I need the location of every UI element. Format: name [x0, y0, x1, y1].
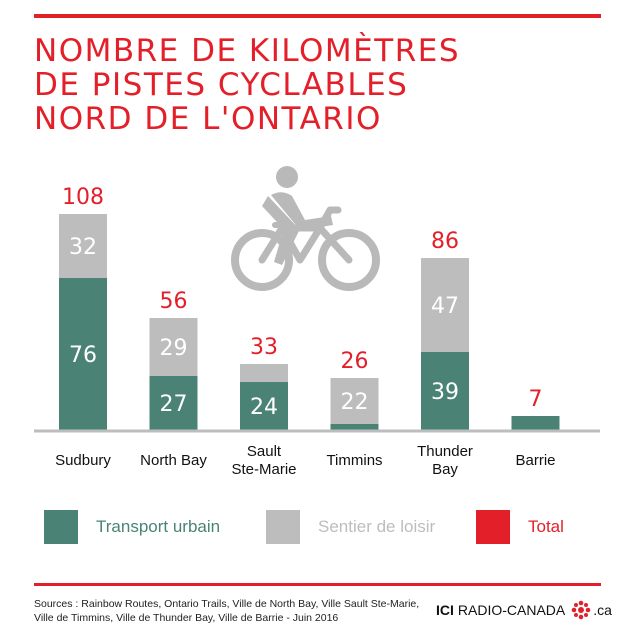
- total-label-3: 26: [341, 349, 369, 374]
- brand-ici: ICI: [436, 602, 454, 618]
- bar-label-urban-2: 24: [250, 395, 278, 420]
- total-label-2: 33: [250, 335, 278, 360]
- top-rule: [34, 14, 601, 18]
- bar-label-leisure-3: 22: [341, 390, 369, 415]
- legend-swatch-urban: [44, 510, 78, 544]
- category-label-0: Sudbury: [55, 452, 111, 469]
- legend-swatch-total: [476, 510, 510, 544]
- bar-leisure-0: [59, 214, 107, 278]
- sources-text: Sources : Rainbow Routes, Ontario Trails…: [34, 598, 420, 624]
- legend-swatch-leisure: [266, 510, 300, 544]
- title-line-1: NOMBRE DE KILOMÈTRES: [34, 33, 461, 69]
- legend-label-total: Total: [528, 517, 564, 536]
- bar-label-leisure-0: 32: [69, 235, 97, 260]
- bar-urban-1: [149, 376, 198, 430]
- title-line-3: NORD DE L'ONTARIO: [34, 101, 382, 137]
- chart-title: NOMBRE DE KILOMÈTRES DE PISTES CYCLABLES…: [34, 34, 594, 136]
- category-label-3: Timmins: [326, 452, 382, 469]
- cyclist-icon: [231, 166, 380, 291]
- total-label-5: 7: [529, 387, 543, 412]
- brand-suffix: .ca: [593, 602, 612, 618]
- radio-canada-logo: ICI RADIO-CANADA .ca: [436, 600, 612, 620]
- bar-urban-4: [421, 352, 469, 430]
- total-label-1: 56: [160, 289, 188, 314]
- category-label-2: Sault Ste-Marie: [231, 443, 296, 478]
- category-label-4: Thunder Bay: [417, 443, 473, 478]
- bar-urban-5: [511, 416, 560, 430]
- bar-leisure-3: [330, 378, 379, 424]
- bar-label-leisure-4: 47: [431, 294, 459, 319]
- title-line-2: DE PISTES CYCLABLES: [34, 67, 409, 103]
- bar-urban-0: [59, 278, 107, 430]
- bar-chart: 76 32 108 Sudbury 27 29 56 North Bay 24 33 Sault St…: [34, 166, 600, 478]
- bar-label-urban-4: 39: [431, 380, 459, 405]
- bottom-rule: [34, 583, 601, 586]
- legend-item-total: Total: [476, 509, 564, 545]
- radio-canada-gem-icon: [571, 600, 591, 620]
- legend-item-leisure: Sentier de loisir: [266, 509, 435, 545]
- bar-leisure-4: [421, 258, 469, 352]
- bar-leisure-2: [240, 364, 288, 382]
- bar-label-urban-1: 27: [160, 392, 188, 417]
- legend: Transport urbain Sentier de loisir Total: [0, 509, 635, 549]
- bar-urban-2: [240, 382, 288, 430]
- legend-label-leisure: Sentier de loisir: [318, 517, 436, 536]
- legend-item-urban: Transport urbain: [44, 509, 220, 545]
- total-label-4: 86: [431, 229, 459, 254]
- legend-label-urban: Transport urbain: [96, 517, 221, 536]
- total-label-0: 108: [62, 185, 104, 210]
- bar-label-leisure-1: 29: [160, 336, 188, 361]
- bar-urban-3: [330, 424, 379, 430]
- category-label-5: Barrie: [515, 452, 555, 469]
- brand-name: RADIO-CANADA: [457, 602, 566, 618]
- bar-label-urban-0: 76: [69, 343, 97, 368]
- category-label-1: North Bay: [140, 452, 207, 469]
- bar-leisure-1: [149, 318, 198, 376]
